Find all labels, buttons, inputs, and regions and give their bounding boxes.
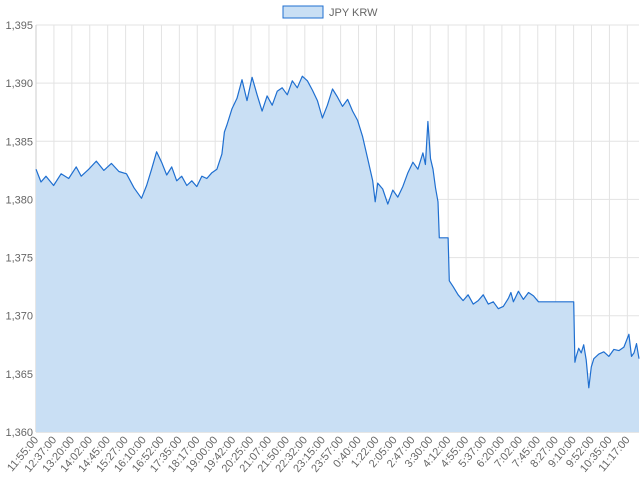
y-tick-label: 1,360 — [5, 427, 33, 439]
y-tick-label: 1,365 — [5, 369, 33, 381]
y-tick-label: 1,390 — [5, 78, 33, 90]
y-tick-label: 1,375 — [5, 253, 33, 265]
y-tick-label: 1,385 — [5, 136, 33, 148]
legend-swatch — [282, 5, 324, 19]
series-area — [36, 76, 639, 432]
y-tick-label: 1,370 — [5, 311, 33, 323]
y-tick-label: 1,395 — [5, 20, 33, 32]
y-tick-label: 1,380 — [5, 194, 33, 206]
series-line — [35, 75, 640, 389]
legend-label: JPY KRW — [329, 7, 378, 19]
